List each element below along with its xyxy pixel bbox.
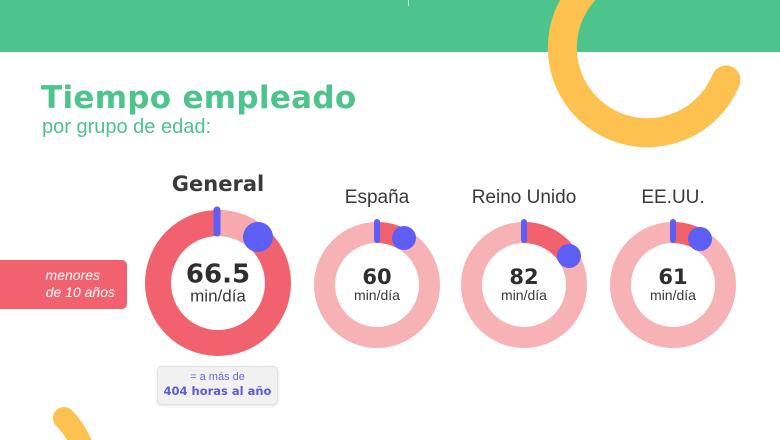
ring-label-reino-unido: Reino Unido: [471, 187, 577, 208]
page-title: Tiempo empleado: [41, 80, 357, 116]
ring-value-eeuu: 61: [658, 264, 688, 289]
ring-unit-espana: min/día: [354, 286, 400, 303]
ring-label-espana: España: [344, 187, 410, 208]
ring-unit-general: min/día: [190, 286, 246, 306]
header-band: [0, 0, 780, 52]
ring-value-general: 66.5: [185, 259, 251, 290]
ring-unit-reino-unido: min/día: [501, 286, 547, 303]
header-divider: [408, 0, 409, 6]
ring-value-espana: 60: [362, 264, 392, 289]
page-subtitle: por grupo de edad:: [42, 116, 212, 138]
ring-center-eeuu: 61 min/día: [650, 264, 696, 303]
age-group-line1: menores: [45, 267, 100, 283]
age-group-tag: menores de 10 años: [0, 260, 127, 309]
note-line2: 404 horas al año: [163, 384, 272, 398]
ring-label-eeuu: EE.UU.: [641, 187, 705, 208]
ring-center-general: 66.5 min/día: [186, 262, 250, 307]
ring-unit-eeuu: min/día: [650, 286, 696, 303]
yellow-arc-decoration-bottom: [53, 407, 92, 440]
ring-center-espana: 60 min/día: [354, 264, 400, 303]
note-line1: = a más de: [190, 371, 245, 383]
ring-value-reino-unido: 82: [509, 264, 539, 289]
ring-center-reino-unido: 82 min/día: [501, 264, 547, 303]
ring-label-general: General: [171, 172, 265, 196]
age-group-line2: de 10 años: [45, 284, 115, 300]
annual-hours-note: = a más de 404 horas al año: [157, 366, 278, 405]
